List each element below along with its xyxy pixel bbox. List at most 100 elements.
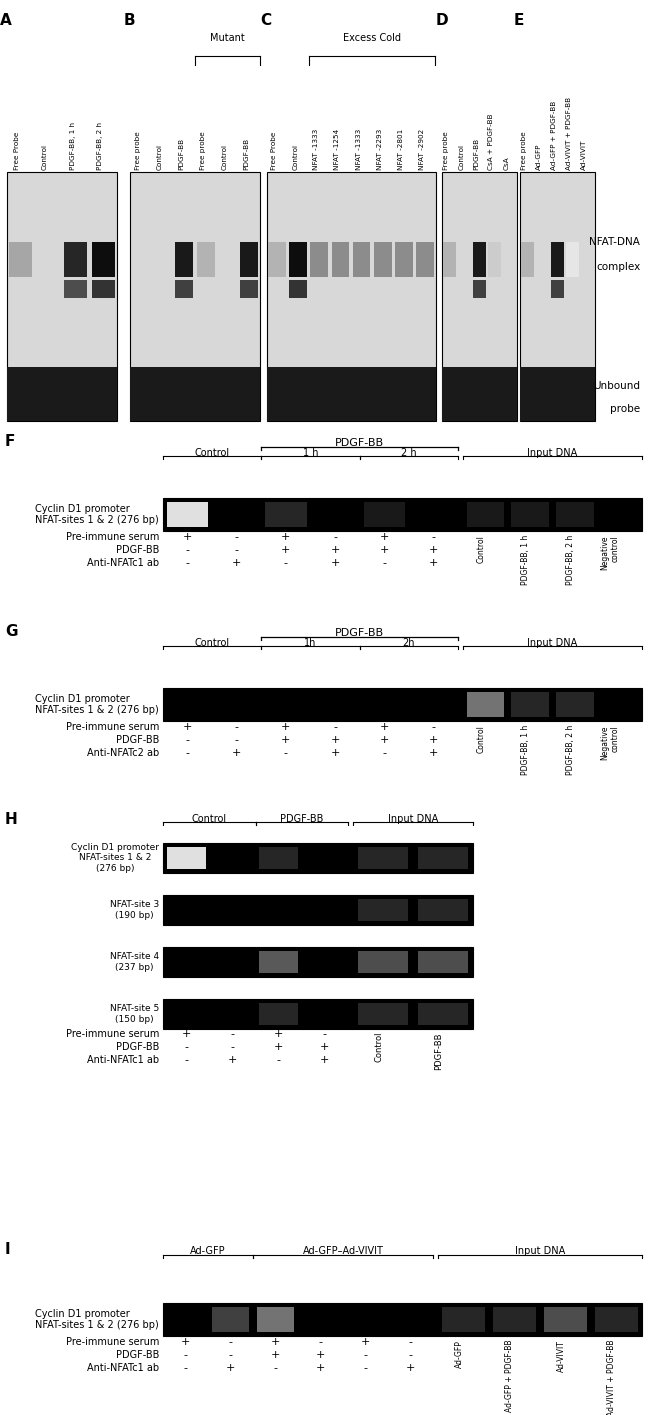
Text: -: - <box>323 1029 327 1039</box>
Bar <box>551 242 564 277</box>
Bar <box>64 242 87 277</box>
Bar <box>266 173 436 422</box>
Bar <box>443 242 456 277</box>
Text: +: + <box>330 558 340 567</box>
Text: Input DNA: Input DNA <box>388 814 438 824</box>
Text: -: - <box>235 532 239 542</box>
Text: NFAT -2801: NFAT -2801 <box>398 129 404 170</box>
Text: +: + <box>181 1029 191 1039</box>
Text: Anti-NFATc1 ab: Anti-NFATc1 ab <box>87 1056 159 1065</box>
Text: +: + <box>183 532 192 542</box>
Text: Input DNA: Input DNA <box>515 1247 565 1257</box>
Text: Cyclin D1 promoter
NFAT-sites 1 & 2 (276 bp): Cyclin D1 promoter NFAT-sites 1 & 2 (276… <box>35 693 159 716</box>
Text: probe: probe <box>610 403 640 415</box>
Text: Ad-GFP: Ad-GFP <box>536 143 543 170</box>
Text: +: + <box>429 734 438 746</box>
Bar <box>289 242 307 277</box>
Bar <box>259 1003 298 1026</box>
Bar <box>521 242 534 277</box>
Text: +: + <box>232 749 241 758</box>
Text: G: G <box>5 624 18 640</box>
Bar <box>332 242 349 277</box>
Text: +: + <box>316 1363 325 1373</box>
Text: Control: Control <box>476 535 486 563</box>
Bar <box>488 242 500 277</box>
Bar <box>64 280 87 297</box>
Text: +: + <box>271 1337 280 1347</box>
Bar <box>418 951 468 974</box>
Text: Control: Control <box>292 144 298 170</box>
Bar <box>442 366 517 422</box>
Bar <box>358 951 408 974</box>
Text: Pre-immune serum: Pre-immune serum <box>66 722 159 732</box>
Bar <box>493 1307 536 1332</box>
Text: complex: complex <box>596 262 640 272</box>
Text: -: - <box>408 1350 413 1360</box>
Text: 2 h: 2 h <box>401 449 417 458</box>
Text: NFAT -1333: NFAT -1333 <box>356 129 361 170</box>
Bar <box>442 1307 485 1332</box>
Text: -: - <box>363 1350 367 1360</box>
Text: Cyclin D1 promoter
NFAT-sites 1 & 2 (276 bp): Cyclin D1 promoter NFAT-sites 1 & 2 (276… <box>35 504 159 525</box>
Text: -: - <box>432 722 436 732</box>
Text: Control: Control <box>476 724 486 753</box>
Bar <box>257 1307 294 1332</box>
Text: -: - <box>432 532 436 542</box>
Bar <box>197 242 215 277</box>
Bar <box>358 1003 408 1026</box>
Bar <box>268 242 286 277</box>
Text: Anti-NFATc1 ab: Anti-NFATc1 ab <box>87 1363 159 1373</box>
Bar <box>374 242 391 277</box>
Bar <box>240 242 258 277</box>
Bar <box>520 173 595 422</box>
Text: +: + <box>380 722 389 732</box>
Bar <box>130 173 260 422</box>
Text: NFAT -1333: NFAT -1333 <box>313 129 319 170</box>
Bar <box>556 692 593 717</box>
Text: Pre-immune serum: Pre-immune serum <box>66 532 159 542</box>
Bar <box>92 280 115 297</box>
Text: Free Probe: Free Probe <box>14 132 20 170</box>
Text: -: - <box>333 532 337 542</box>
Bar <box>358 899 408 921</box>
Bar <box>418 1003 468 1026</box>
Text: Cyclin D1 promoter
NFAT-sites 1 & 2 (276 bp): Cyclin D1 promoter NFAT-sites 1 & 2 (276… <box>35 1309 159 1330</box>
Text: PDGF-BB: PDGF-BB <box>473 137 480 170</box>
Text: -: - <box>186 734 190 746</box>
Text: NFAT-site 4
(237 bp): NFAT-site 4 (237 bp) <box>110 952 159 972</box>
Text: Control: Control <box>157 144 162 170</box>
Text: Mutant: Mutant <box>210 33 245 42</box>
Bar <box>266 366 436 422</box>
Text: Ad-GFP + PDGF-BB: Ad-GFP + PDGF-BB <box>506 1340 515 1412</box>
Text: Input DNA: Input DNA <box>527 449 578 458</box>
Text: Unbound: Unbound <box>593 382 640 392</box>
Text: PDGF-BB: PDGF-BB <box>335 628 384 638</box>
Text: +: + <box>281 532 291 542</box>
Text: 1h: 1h <box>304 638 317 648</box>
Text: +: + <box>429 749 438 758</box>
Text: -: - <box>184 1056 188 1065</box>
Text: Free probe: Free probe <box>200 132 206 170</box>
Text: Anti-NFATc2 ab: Anti-NFATc2 ab <box>86 749 159 758</box>
Bar <box>551 280 564 297</box>
Text: +: + <box>281 722 291 732</box>
Text: PDGF-BB: PDGF-BB <box>116 1041 159 1051</box>
Text: Control: Control <box>42 144 48 170</box>
Bar <box>175 242 193 277</box>
Text: Ad-GFP–Ad-VIVIT: Ad-GFP–Ad-VIVIT <box>302 1247 383 1257</box>
Text: Ad-VIVIT + PDGF-BB: Ad-VIVIT + PDGF-BB <box>608 1340 616 1415</box>
Text: -: - <box>235 545 239 555</box>
Text: C: C <box>260 13 271 28</box>
Text: +: + <box>274 1029 283 1039</box>
Bar <box>520 366 595 422</box>
Text: A: A <box>0 13 12 28</box>
Bar <box>163 688 642 722</box>
Text: 1 h: 1 h <box>303 449 318 458</box>
Text: -: - <box>186 749 190 758</box>
Text: PDGF-BB, 2 h: PDGF-BB, 2 h <box>98 122 103 170</box>
Bar <box>163 1303 642 1336</box>
Text: 2h: 2h <box>402 638 415 648</box>
Text: NFAT -1254: NFAT -1254 <box>335 129 341 170</box>
Bar <box>353 242 370 277</box>
Bar <box>8 242 32 277</box>
